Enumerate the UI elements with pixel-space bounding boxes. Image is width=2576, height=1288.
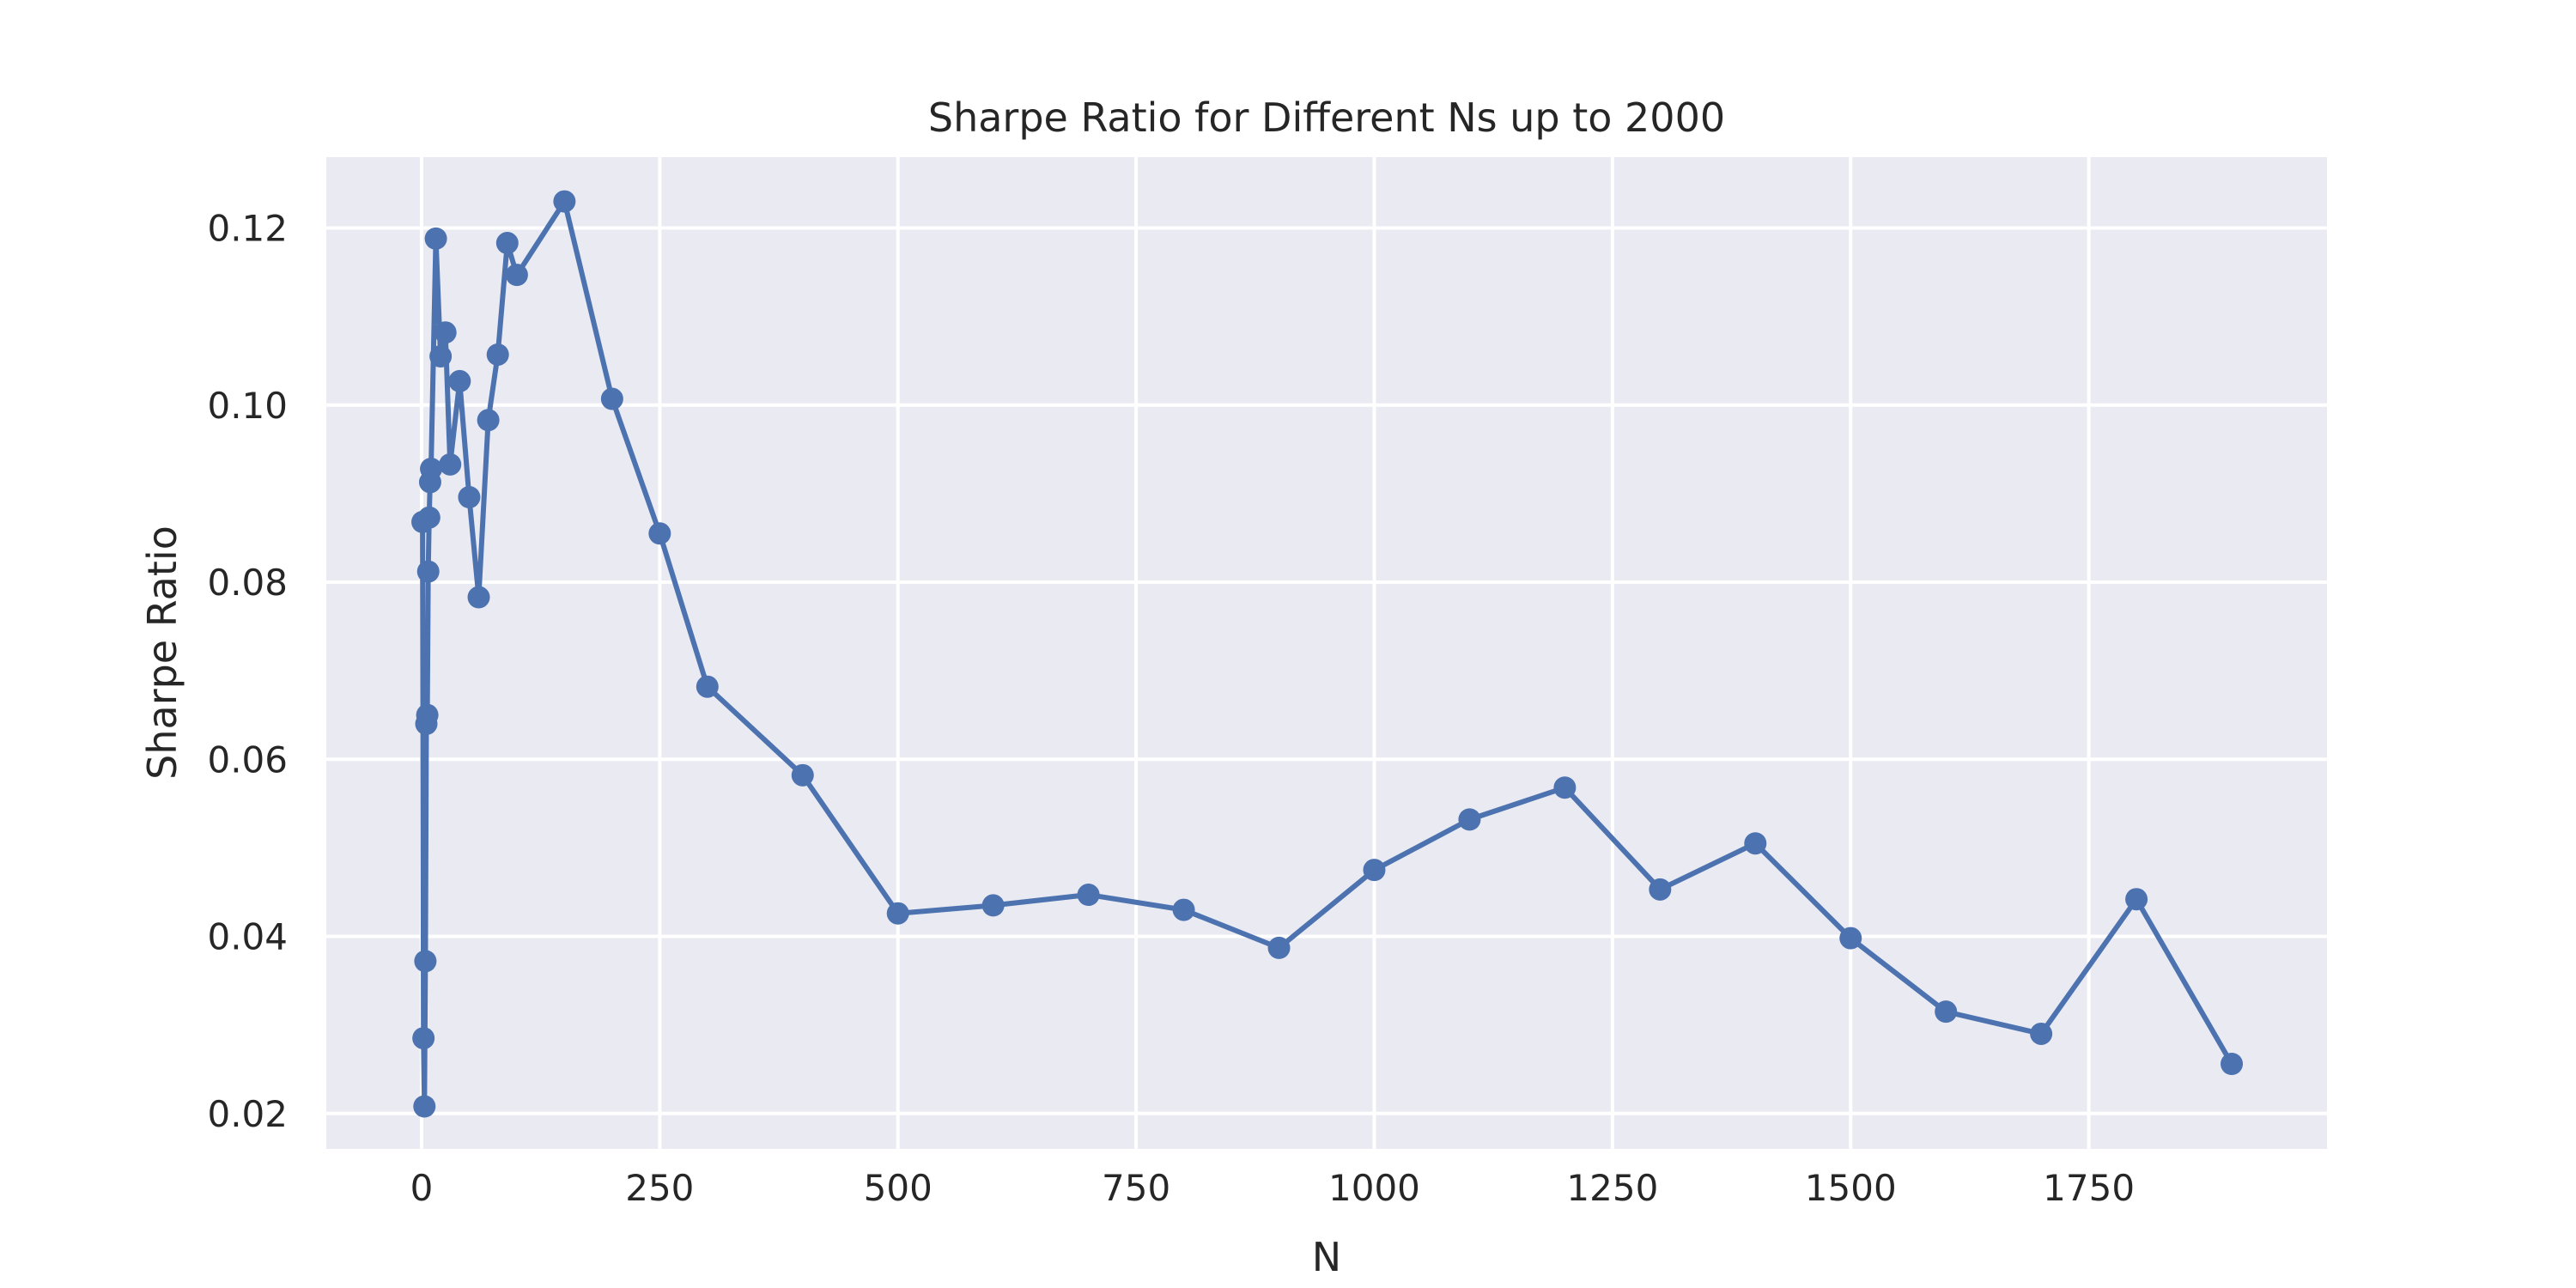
y-tick-label: 0.06 xyxy=(207,738,288,781)
data-point xyxy=(1172,898,1195,921)
x-tick-label: 1750 xyxy=(2043,1167,2135,1209)
data-point xyxy=(886,902,909,925)
data-point xyxy=(439,453,462,476)
x-tick-label: 1000 xyxy=(1328,1167,1420,1209)
data-point xyxy=(477,409,500,432)
data-point xyxy=(791,763,814,787)
data-point xyxy=(416,703,439,726)
data-point xyxy=(467,586,490,609)
data-point xyxy=(1267,936,1291,959)
x-tick-label: 1500 xyxy=(1805,1167,1897,1209)
data-point xyxy=(696,675,719,698)
x-axis-label: N xyxy=(1312,1234,1341,1280)
y-tick-label: 0.02 xyxy=(207,1093,288,1135)
y-tick-labels: 0.02 0.04 0.06 0.08 0.10 0.12 xyxy=(207,208,288,1135)
x-tick-label: 250 xyxy=(625,1167,694,1209)
data-point xyxy=(1553,776,1577,799)
data-point xyxy=(486,343,509,366)
x-tick-label: 750 xyxy=(1102,1167,1170,1209)
data-point xyxy=(414,950,437,973)
chart-title: Sharpe Ratio for Different Ns up to 2000 xyxy=(928,94,1725,141)
data-point xyxy=(648,522,671,545)
data-point xyxy=(2221,1053,2244,1075)
data-point xyxy=(424,227,447,250)
data-point xyxy=(505,264,528,287)
y-axis-label: Sharpe Ratio xyxy=(139,526,185,780)
data-point xyxy=(553,190,576,213)
x-tick-label: 500 xyxy=(864,1167,933,1209)
data-point xyxy=(1077,884,1100,907)
data-point xyxy=(2030,1022,2053,1045)
y-tick-label: 0.08 xyxy=(207,562,288,604)
data-point xyxy=(495,232,519,255)
data-point xyxy=(458,486,481,508)
y-tick-label: 0.12 xyxy=(207,208,288,250)
x-tick-label: 1250 xyxy=(1566,1167,1658,1209)
data-point xyxy=(1649,878,1672,901)
y-tick-label: 0.10 xyxy=(207,385,288,427)
x-tick-labels: 0 250 500 750 1000 1250 1500 1750 xyxy=(410,1167,2135,1209)
data-point xyxy=(1839,927,1862,950)
data-point xyxy=(981,894,1005,917)
data-point xyxy=(448,369,471,392)
data-point xyxy=(600,387,623,410)
y-tick-label: 0.04 xyxy=(207,916,288,958)
grid xyxy=(326,157,2327,1149)
data-point xyxy=(1458,808,1481,831)
plot-background xyxy=(326,157,2327,1149)
data-point xyxy=(429,345,453,368)
data-point xyxy=(413,1095,436,1118)
data-points xyxy=(411,190,2244,1118)
data-point xyxy=(416,560,440,583)
data-point xyxy=(434,321,457,344)
x-tick-label: 0 xyxy=(410,1167,434,1209)
data-point xyxy=(1363,859,1386,882)
data-point xyxy=(417,506,440,529)
data-point xyxy=(2125,888,2148,911)
data-point xyxy=(420,458,443,480)
data-point xyxy=(412,1027,435,1050)
data-point xyxy=(1935,1000,1958,1024)
data-point xyxy=(1744,832,1767,855)
